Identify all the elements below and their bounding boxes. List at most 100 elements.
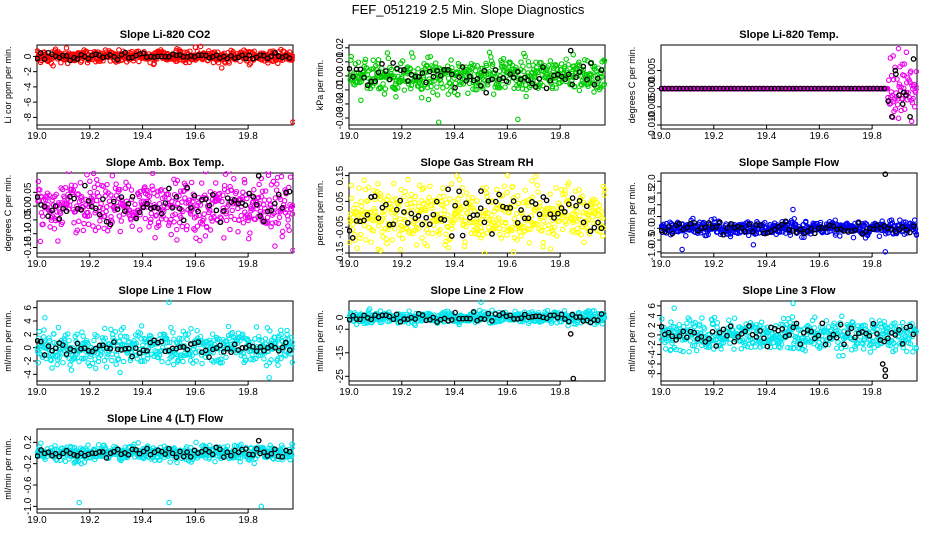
data-point [173, 52, 180, 59]
data-point [547, 77, 554, 84]
data-point [199, 360, 205, 367]
data-point [92, 205, 99, 212]
data-point [523, 93, 529, 100]
panel-4-xtick-label: 19.6 [186, 259, 206, 270]
data-point [235, 229, 241, 235]
data-point [478, 225, 484, 231]
data-point [263, 362, 270, 369]
data-point [71, 347, 77, 354]
data-point [188, 326, 194, 332]
data-point [271, 204, 278, 210]
data-point [278, 355, 284, 362]
data-point [115, 356, 122, 362]
data-point [753, 221, 760, 228]
data-point [560, 191, 566, 198]
data-point [251, 187, 257, 193]
data-point [87, 178, 93, 185]
data-point [122, 333, 128, 340]
panel-3-ytick-label: 0.000 [647, 76, 658, 101]
data-point [37, 238, 44, 245]
data-point [496, 84, 502, 90]
data-point [565, 71, 572, 78]
data-point [750, 242, 757, 248]
data-point [474, 212, 481, 218]
data-point [474, 226, 481, 232]
data-point [746, 85, 752, 92]
data-point [455, 60, 462, 67]
data-point [911, 81, 917, 88]
data-point [253, 324, 260, 330]
data-point [85, 55, 92, 62]
data-point [217, 219, 224, 226]
data-point [896, 226, 903, 233]
data-point [771, 226, 778, 233]
data-point [463, 200, 469, 207]
data-point [448, 181, 455, 187]
data-point [401, 87, 408, 93]
data-point [36, 328, 43, 335]
panel-1-ytick-label: -4 [23, 82, 34, 91]
data-point [790, 85, 796, 92]
data-point [452, 84, 458, 91]
data-point [41, 56, 48, 62]
data-point [356, 185, 362, 191]
data-point [194, 223, 201, 229]
data-point [553, 185, 559, 191]
data-point [246, 190, 253, 197]
data-point [515, 116, 521, 123]
data-point [361, 177, 367, 184]
data-point [393, 311, 400, 318]
data-point [892, 64, 898, 71]
data-point [724, 85, 730, 92]
data-point [720, 85, 727, 92]
data-point [143, 198, 150, 205]
data-point [895, 45, 902, 52]
data-point [136, 193, 143, 200]
data-point [749, 228, 756, 235]
data-point [385, 193, 392, 200]
data-point [93, 207, 99, 214]
data-point [485, 198, 492, 205]
data-point [354, 245, 360, 252]
data-point [589, 78, 595, 84]
data-point [282, 352, 289, 359]
data-point [358, 203, 365, 209]
data-point [195, 339, 202, 345]
data-point [456, 177, 463, 183]
data-point [598, 208, 605, 214]
data-point [534, 69, 541, 76]
data-point [901, 61, 908, 67]
data-point [269, 220, 276, 226]
data-point [535, 189, 541, 195]
data-point [270, 178, 277, 185]
data-point [834, 85, 840, 92]
data-point [206, 202, 213, 209]
data-point [547, 191, 553, 197]
panel-4-ytick-label: -0.10 [23, 222, 34, 245]
data-point [122, 49, 129, 56]
data-point [413, 242, 420, 248]
data-point [114, 206, 121, 213]
data-point [147, 53, 154, 60]
data-point [440, 185, 446, 192]
data-point [372, 78, 378, 85]
data-point [561, 308, 568, 314]
data-point [899, 61, 905, 68]
data-point [245, 235, 252, 242]
data-point [365, 197, 371, 204]
panel-6-ytick-label: 2.0 [647, 174, 658, 188]
data-point [65, 331, 71, 337]
data-point [197, 237, 203, 244]
data-point [195, 52, 202, 59]
data-point [507, 71, 513, 77]
data-point [804, 85, 811, 92]
data-point [456, 74, 463, 80]
data-point [257, 213, 263, 219]
data-point [90, 171, 97, 177]
data-point [529, 178, 535, 184]
data-point [459, 184, 466, 191]
data-point [412, 193, 419, 200]
data-point [863, 221, 870, 227]
data-point [202, 347, 209, 354]
